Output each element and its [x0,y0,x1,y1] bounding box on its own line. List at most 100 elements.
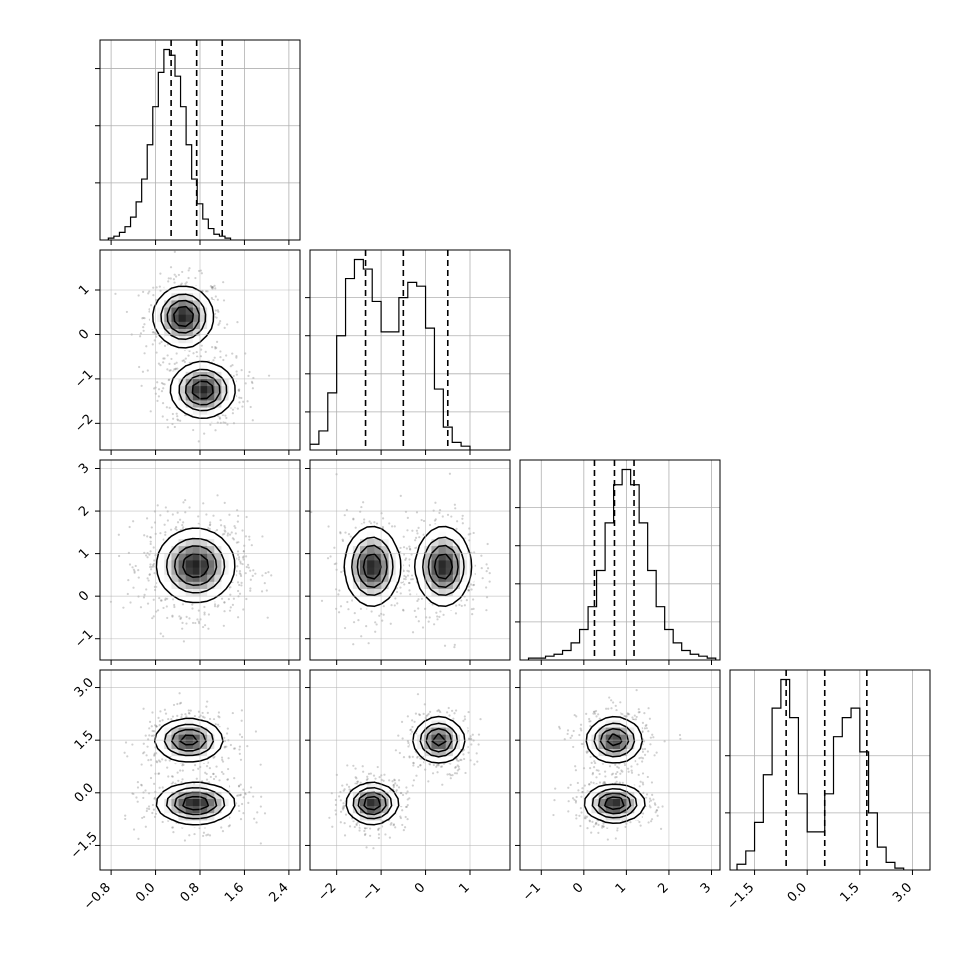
scatter-point [150,725,153,728]
density-cell [192,328,201,337]
scatter-point [218,417,222,420]
scatter-point [215,765,218,768]
scatter-point [400,581,403,584]
density-cell [164,538,172,547]
scatter-point [223,736,226,739]
scatter-point [200,344,203,347]
scatter-point [238,572,241,575]
scatter-point [228,533,232,536]
density-contour [362,552,454,580]
density-cell [445,567,454,575]
density-cell [157,552,165,561]
density-cell [381,581,389,589]
panel-frame [309,249,511,451]
scatter-point [239,562,242,565]
scatter-point [462,753,465,756]
density-cell [200,805,208,814]
scatter-point [176,511,179,514]
scatter-point [358,829,361,832]
density-cell [431,581,439,589]
scatter-point [417,620,420,623]
scatter-point [204,771,207,774]
density-cell [185,727,194,735]
scatter-point [173,368,176,371]
scatter-point [453,643,456,646]
density-cell [185,805,194,814]
scatter-point [339,821,342,824]
scatter-point [184,357,187,360]
scatter-point [436,709,439,713]
scatter-point [237,388,240,392]
scatter-point [417,607,420,610]
density-cell [192,538,201,547]
scatter-point [171,614,174,617]
histogram-panel-4: −1.5 0.0 1.5 3.0 [724,669,931,913]
density-cell [200,307,208,315]
scatter-point [164,506,167,509]
scatter-point [456,759,459,762]
x-tick-label: 1.5 [837,880,862,905]
scatter-point [224,414,227,417]
scatter-point [137,576,140,579]
scatter-point [404,575,408,579]
density-contour [343,525,473,608]
density-cell [185,538,194,547]
density-cell [164,292,172,301]
scatter-point [229,586,232,589]
scatter-point [362,501,365,504]
scatter-point [129,601,132,604]
scatter-point [185,281,188,284]
scatter-point [237,785,241,788]
density-cell [374,552,382,561]
density-cell [207,371,215,379]
scatter-point [227,598,230,601]
scatter-point [157,759,161,762]
scatter-point [264,571,267,575]
scatter-point [152,546,155,549]
scatter-point [446,711,449,714]
scatter-point [237,389,241,393]
density-cell [200,328,208,337]
scatter-point [128,563,132,566]
scatter-point [249,569,252,572]
scatter-point [214,295,217,298]
density-cell [214,741,222,749]
scatter-point [320,599,324,602]
scatter-point [404,578,407,581]
density-cell [192,574,201,582]
scatter-point [173,362,176,365]
scatter-point [417,526,420,529]
scatter-point [453,646,456,649]
scatter-point [187,709,190,712]
density-cell [171,805,179,814]
scatter-point [347,608,350,611]
scatter-point [398,751,401,755]
scatter-point [166,519,169,522]
density-cell [214,552,222,561]
scatter-point [171,615,174,618]
density-cell [192,595,201,604]
scatter-point [173,273,176,276]
density-cell [367,545,375,554]
scatter-point [438,511,441,515]
scatter-point [178,615,181,618]
density-cell [374,588,382,597]
scatter-point [155,752,158,755]
density-cell [178,545,187,554]
scatter-point [228,824,231,827]
density-contour [173,305,214,400]
scatter-point [167,280,170,283]
scatter-point [399,546,402,550]
scatter-point [253,817,256,820]
scatter-point [411,578,414,581]
scatter-point [392,785,395,789]
density-cell [164,734,172,742]
scatter-point [244,382,247,385]
scatter-point [216,309,219,312]
density-cell [395,567,404,575]
scatter-point [365,624,368,628]
scatter-point [233,525,236,528]
scatter-point [343,834,347,837]
density-cell [185,798,194,807]
scatter-point [221,533,224,536]
